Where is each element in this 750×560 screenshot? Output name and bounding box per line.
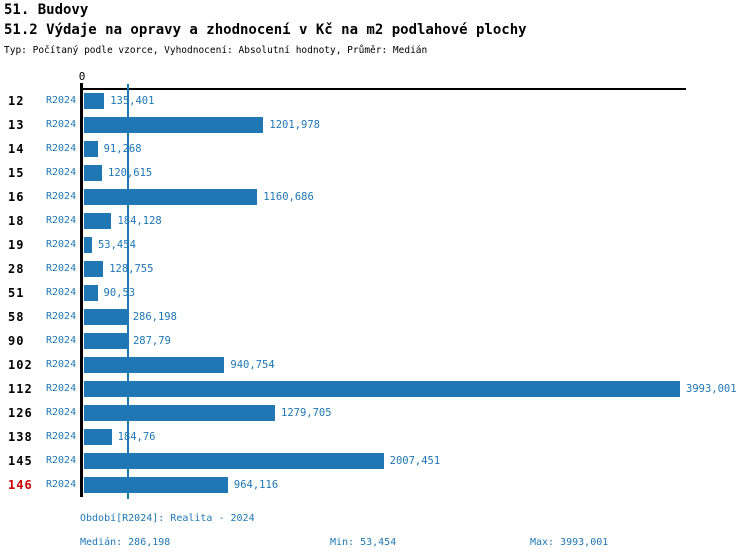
row-category-label: 145 [8,454,33,468]
row-value-label: 1201,978 [269,119,320,131]
row-value-bar [84,93,105,109]
chart-row: 90 R2024 287,79 [0,329,750,353]
row-series-label: R2024 [46,95,77,106]
row-series-label: R2024 [46,479,77,490]
row-value-label: 128,755 [109,263,154,275]
report-subtitle: 51.2 Výdaje na opravy a zhodnocení v Kč … [4,22,527,38]
footer-median: Medián: 286,198 [80,537,171,548]
chart-row: 138 R2024 184,76 [0,425,750,449]
row-value-label: 1279,705 [281,407,332,419]
chart-row: 19 R2024 53,454 [0,233,750,257]
row-value-bar [84,141,98,157]
row-value-label: 1160,686 [263,191,314,203]
chart-row: 58 R2024 286,198 [0,305,750,329]
row-value-bar [84,285,98,301]
row-value-label: 120,615 [108,167,153,179]
row-category-label: 51 [8,286,25,300]
chart-row: 14 R2024 91,268 [0,137,750,161]
chart-row: 146 R2024 964,116 [0,473,750,497]
row-category-label: 138 [8,430,33,444]
row-category-label: 146 [8,478,33,492]
report-meta: Typ: Počítaný podle vzorce, Vyhodnocení:… [4,45,428,56]
chart-row: 102 R2024 940,754 [0,353,750,377]
row-series-label: R2024 [46,287,77,298]
row-series-label: R2024 [46,239,77,250]
row-value-label: 3993,001 [686,383,737,395]
chart-row: 15 R2024 120,615 [0,161,750,185]
row-value-label: 286,198 [132,311,177,323]
report-title: 51. Budovy [4,2,89,18]
chart-row: 12 R2024 135,401 [0,89,750,113]
row-series-label: R2024 [46,383,77,394]
row-category-label: 12 [8,94,25,108]
row-value-label: 90,53 [103,287,136,299]
row-category-label: 90 [8,334,25,348]
row-category-label: 18 [8,214,25,228]
y-axis-line [80,83,83,497]
row-category-label: 112 [8,382,33,396]
row-value-bar [84,261,104,277]
row-series-label: R2024 [46,215,77,226]
row-category-label: 126 [8,406,33,420]
row-value-bar [84,405,275,421]
row-value-label: 184,128 [117,215,162,227]
row-value-bar [84,213,112,229]
chart-row: 51 R2024 90,53 [0,281,750,305]
row-category-label: 19 [8,238,25,252]
row-value-label: 53,454 [97,239,136,251]
row-value-label: 91,268 [103,143,142,155]
row-value-bar [84,189,258,205]
row-value-bar [84,333,127,349]
row-value-label: 184,76 [117,431,156,443]
footer-min: Min: 53,454 [330,537,397,548]
row-series-label: R2024 [46,407,77,418]
row-series-label: R2024 [46,263,77,274]
row-category-label: 14 [8,142,25,156]
row-category-label: 13 [8,118,25,132]
row-category-label: 102 [8,358,33,372]
row-value-bar [84,165,102,181]
row-category-label: 28 [8,262,25,276]
row-series-label: R2024 [46,335,77,346]
chart-row: 28 R2024 128,755 [0,257,750,281]
row-value-bar [84,477,228,493]
row-series-label: R2024 [46,311,77,322]
chart-row: 18 R2024 184,128 [0,209,750,233]
footer-period: Období[R2024]: Realita - 2024 [80,513,255,524]
row-category-label: 16 [8,190,25,204]
row-value-bar [84,237,92,253]
x-axis-line [80,88,686,90]
row-category-label: 15 [8,166,25,180]
row-series-label: R2024 [46,143,77,154]
row-value-label: 2007,451 [389,455,441,467]
row-series-label: R2024 [46,455,77,466]
row-value-label: 135,401 [110,95,155,107]
median-line [126,84,129,499]
chart-row: 112 R2024 3993,001 [0,377,750,401]
chart-row: 145 R2024 2007,451 [0,449,750,473]
row-value-bar [84,381,680,397]
row-series-label: R2024 [46,167,77,178]
row-value-bar [84,357,225,373]
row-series-label: R2024 [46,359,77,370]
row-value-bar [84,117,264,133]
row-series-label: R2024 [46,191,77,202]
footer-max: Max: 3993,001 [530,537,609,548]
chart-row: 13 R2024 1201,978 [0,113,750,137]
chart-row: 126 R2024 1279,705 [0,401,750,425]
row-value-label: 940,754 [230,359,275,371]
row-series-label: R2024 [46,119,77,130]
row-value-bar [84,453,384,469]
row-value-bar [84,429,112,445]
row-value-bar [84,309,127,325]
row-value-label: 964,116 [233,479,279,491]
row-category-label: 58 [8,310,25,324]
chart-row: 16 R2024 1160,686 [0,185,750,209]
x-axis-zero-label: 0 [78,70,86,83]
row-value-label: 287,79 [132,335,171,347]
row-series-label: R2024 [46,431,77,442]
